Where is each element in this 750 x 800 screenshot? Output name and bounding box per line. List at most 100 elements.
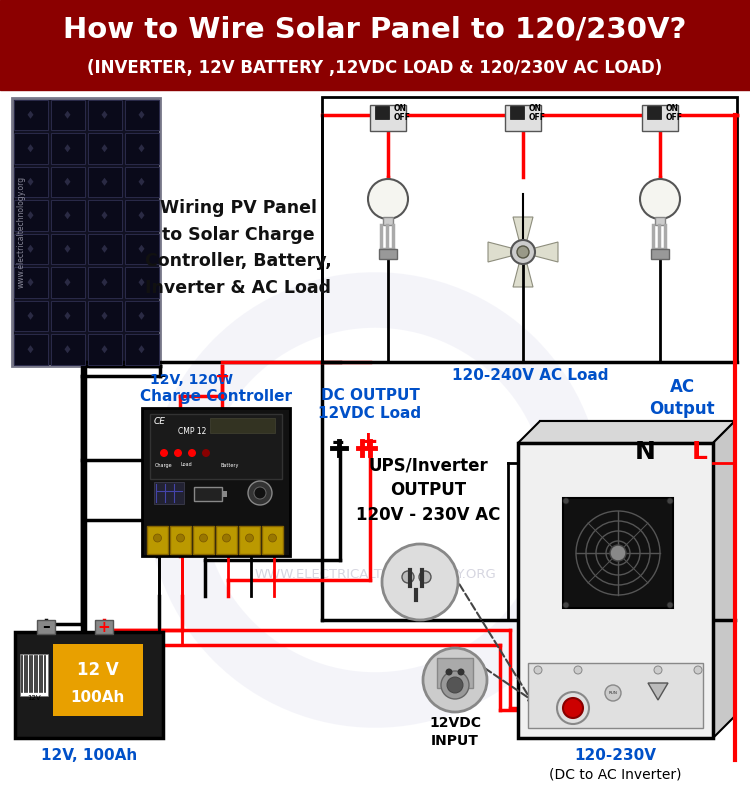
Text: 12VDC
INPUT: 12VDC INPUT [429, 716, 481, 748]
Bar [379, 249, 397, 259]
Text: 120-230V: 120-230V [574, 749, 656, 763]
Polygon shape [488, 242, 531, 262]
Polygon shape [518, 421, 735, 443]
Circle shape [563, 698, 583, 718]
Circle shape [667, 602, 673, 608]
Text: 12V: 12V [27, 695, 40, 701]
Text: UPS/Inverter
OUTPUT
120V - 230V AC: UPS/Inverter OUTPUT 120V - 230V AC [356, 456, 500, 524]
Text: +: + [98, 619, 110, 634]
Circle shape [654, 666, 662, 674]
Bar [518, 443, 713, 738]
Bar [13, 301, 47, 331]
Bar [651, 249, 669, 259]
Bar [20, 654, 48, 696]
Bar [154, 482, 184, 504]
Circle shape [188, 449, 196, 457]
Bar [147, 526, 168, 554]
Text: (DC to AC Inverter): (DC to AC Inverter) [549, 767, 682, 781]
Polygon shape [28, 312, 34, 320]
Polygon shape [515, 242, 558, 262]
Text: 120-240V AC Load: 120-240V AC Load [452, 369, 608, 383]
Text: Wiring PV Panel
to Solar Charge
Controller, Battery,
Inverter & AC Load: Wiring PV Panel to Solar Charge Controll… [145, 199, 332, 297]
Bar [50, 334, 85, 365]
Circle shape [419, 571, 431, 583]
Bar [170, 526, 191, 554]
Polygon shape [64, 211, 70, 219]
Bar [150, 414, 282, 479]
Bar [13, 166, 47, 197]
Bar [370, 105, 406, 131]
Text: Charge Controller: Charge Controller [140, 389, 292, 403]
Bar [50, 166, 85, 197]
Polygon shape [101, 211, 107, 219]
Text: AC
Output: AC Output [650, 378, 715, 418]
Text: Charge: Charge [155, 462, 172, 467]
Circle shape [423, 648, 487, 712]
Text: +: + [214, 368, 230, 386]
Bar [124, 166, 158, 197]
Bar [239, 526, 260, 554]
Circle shape [574, 666, 582, 674]
Text: WWW.ELECTRICALTECHNOLOGY.ORG: WWW.ELECTRICALTECHNOLOGY.ORG [254, 569, 496, 582]
Circle shape [160, 449, 168, 457]
Bar [124, 334, 158, 365]
Polygon shape [101, 278, 107, 286]
Circle shape [268, 534, 277, 542]
Bar [95, 620, 113, 634]
Circle shape [667, 498, 673, 504]
Bar [510, 106, 524, 119]
Circle shape [154, 534, 161, 542]
Bar [124, 99, 158, 130]
Polygon shape [713, 421, 735, 738]
Bar [124, 267, 158, 298]
Polygon shape [28, 245, 34, 253]
Text: 12VDC Load: 12VDC Load [319, 406, 422, 422]
Circle shape [368, 179, 408, 219]
Bar [50, 301, 85, 331]
Bar [13, 267, 47, 298]
Polygon shape [64, 110, 70, 118]
Polygon shape [64, 245, 70, 253]
Bar [563, 498, 673, 608]
Circle shape [605, 685, 621, 701]
Text: Battery: Battery [220, 462, 239, 467]
Circle shape [640, 179, 680, 219]
Circle shape [446, 669, 452, 675]
Bar [13, 99, 47, 130]
Bar [540, 421, 735, 716]
Circle shape [382, 544, 458, 620]
Bar [322, 97, 737, 362]
Bar [88, 200, 122, 230]
Polygon shape [139, 211, 145, 219]
Text: ON
OFF: ON OFF [666, 104, 683, 122]
Text: N: N [634, 440, 656, 464]
Text: www.electricaltechnology.org: www.electricaltechnology.org [16, 176, 26, 288]
Text: DC OUTPUT: DC OUTPUT [320, 389, 419, 403]
Text: 12 V: 12 V [77, 661, 118, 679]
Polygon shape [28, 110, 34, 118]
Bar [13, 234, 47, 264]
Bar [50, 133, 85, 163]
Polygon shape [64, 144, 70, 152]
Bar [124, 133, 158, 163]
Bar [88, 301, 122, 331]
Bar [50, 267, 85, 298]
Bar [50, 234, 85, 264]
Polygon shape [64, 346, 70, 354]
Polygon shape [101, 346, 107, 354]
Bar [124, 234, 158, 264]
Polygon shape [101, 312, 107, 320]
Bar [50, 200, 85, 230]
Text: ON
OFF: ON OFF [394, 104, 411, 122]
Circle shape [517, 246, 529, 258]
Circle shape [176, 534, 184, 542]
Text: Load: Load [180, 462, 192, 467]
Circle shape [248, 481, 272, 505]
Bar [437, 658, 473, 688]
Polygon shape [64, 178, 70, 186]
Circle shape [223, 534, 230, 542]
Text: –: – [158, 368, 166, 383]
Polygon shape [139, 312, 145, 320]
Text: –: – [332, 430, 344, 454]
Bar [88, 267, 122, 298]
